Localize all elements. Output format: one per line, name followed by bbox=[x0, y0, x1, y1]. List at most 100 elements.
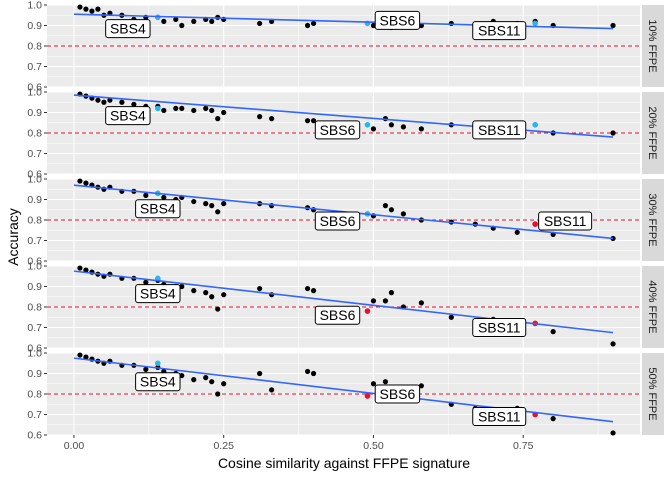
data-point bbox=[370, 381, 377, 387]
label-text: SBS4 bbox=[110, 108, 146, 124]
label-sbs4: SBS4 bbox=[135, 284, 181, 304]
label-sbs6: SBS6 bbox=[314, 211, 361, 231]
data-point bbox=[215, 209, 221, 215]
data-point bbox=[179, 22, 185, 29]
y-tick-label: 0.8 bbox=[27, 389, 42, 401]
y-tick-label: 0.9 bbox=[27, 194, 42, 206]
data-point bbox=[101, 99, 107, 105]
highlight-point-sbs6 bbox=[364, 393, 371, 399]
data-point bbox=[310, 118, 317, 124]
label-sbs11: SBS11 bbox=[472, 120, 527, 140]
y-tick-label: 1.0 bbox=[27, 87, 42, 99]
data-point bbox=[179, 105, 185, 111]
data-point bbox=[203, 375, 209, 381]
data-point bbox=[550, 329, 556, 335]
label-sbs11: SBS11 bbox=[538, 211, 593, 231]
y-tick-label: 0.8 bbox=[27, 302, 42, 314]
data-point bbox=[215, 116, 221, 122]
data-point bbox=[161, 18, 167, 24]
y-tick-label: 0.7 bbox=[27, 235, 42, 247]
data-point bbox=[382, 379, 389, 385]
data-point bbox=[388, 290, 395, 296]
y-tick-label: 0.7 bbox=[27, 322, 42, 334]
label-sbs4: SBS4 bbox=[105, 106, 151, 126]
facet-panel: 0.6 0.7 0.8 0.9 1.0 SBS4 SBS6 SBS11 40% FFPE bbox=[27, 261, 664, 355]
label-text: SBS11 bbox=[478, 409, 521, 425]
data-point bbox=[77, 265, 83, 271]
data-point bbox=[269, 116, 275, 122]
highlight-point-sbs4 bbox=[155, 105, 161, 112]
label-box bbox=[538, 211, 593, 231]
facet-strip-label: 40% FFPE bbox=[646, 280, 658, 333]
facet-strip bbox=[642, 92, 664, 174]
label-text: SBS4 bbox=[110, 21, 146, 37]
data-point bbox=[257, 285, 263, 292]
data-point bbox=[209, 203, 215, 209]
label-box bbox=[314, 211, 361, 231]
data-point bbox=[610, 235, 616, 242]
data-point bbox=[610, 22, 616, 29]
label-box bbox=[105, 106, 151, 126]
x-tick-label: 0.00 bbox=[64, 440, 85, 452]
data-point bbox=[83, 354, 89, 360]
x-tick-label: 0.25 bbox=[213, 440, 234, 452]
label-text: SBS11 bbox=[478, 23, 521, 39]
data-point bbox=[191, 377, 197, 383]
y-tick-label: 0.9 bbox=[27, 368, 42, 380]
facet-panel: 0.6 0.7 0.8 0.9 1.0 SBS4 SBS6 SBS11 30% FFPE bbox=[27, 174, 664, 268]
label-box bbox=[135, 284, 181, 304]
label-sbs4: SBS4 bbox=[105, 19, 151, 39]
label-text: SBS11 bbox=[478, 122, 521, 138]
label-box bbox=[105, 19, 151, 39]
data-point bbox=[131, 101, 137, 107]
data-point bbox=[77, 4, 83, 10]
label-sbs11: SBS11 bbox=[472, 21, 527, 41]
label-sbs6: SBS6 bbox=[374, 384, 421, 404]
data-point bbox=[203, 105, 209, 111]
data-point bbox=[550, 416, 556, 422]
x-tick-label: 0.50 bbox=[363, 440, 384, 452]
facet-strip-label: 20% FFPE bbox=[646, 106, 658, 159]
data-point bbox=[304, 368, 311, 375]
label-box bbox=[314, 120, 361, 140]
label-box bbox=[314, 305, 361, 325]
highlight-point-sbs4 bbox=[155, 360, 161, 367]
data-point bbox=[400, 211, 406, 217]
label-text: SBS6 bbox=[320, 307, 356, 323]
facet-strip-label: 10% FFPE bbox=[646, 19, 658, 72]
data-point bbox=[83, 180, 89, 186]
label-box bbox=[472, 318, 527, 337]
data-point bbox=[95, 97, 101, 103]
label-text: SBS4 bbox=[140, 201, 176, 217]
data-point bbox=[89, 8, 95, 14]
highlight-point-sbs11 bbox=[532, 20, 538, 27]
facet-strip-label: 50% FFPE bbox=[646, 367, 658, 420]
data-point bbox=[203, 290, 209, 296]
label-sbs6: SBS6 bbox=[374, 10, 421, 30]
data-point bbox=[173, 105, 179, 111]
highlight-point-sbs6 bbox=[364, 308, 371, 314]
data-point bbox=[119, 99, 125, 105]
data-point bbox=[161, 107, 167, 114]
facet-panel: 0.6 0.7 0.8 0.9 1.0 SBS4 SBS6 SBS11 20% FFPE bbox=[27, 87, 664, 181]
data-point bbox=[610, 130, 616, 136]
y-tick-label: 0.8 bbox=[27, 215, 42, 227]
facet-panel: 0.6 0.7 0.8 0.9 1.0 SBS4 SBS6 SBS11 10% FFPE bbox=[27, 0, 664, 94]
label-text: SBS11 bbox=[544, 213, 587, 229]
data-point bbox=[191, 18, 197, 24]
data-point bbox=[304, 118, 311, 124]
data-point bbox=[418, 126, 424, 132]
data-point bbox=[382, 298, 389, 304]
label-box bbox=[472, 21, 527, 41]
y-axis-label: Accuracy bbox=[5, 208, 21, 266]
data-point bbox=[209, 294, 215, 300]
x-tick-label: 0.75 bbox=[513, 440, 534, 452]
data-point bbox=[209, 107, 215, 114]
y-tick-label: 1.0 bbox=[27, 0, 42, 12]
data-point bbox=[370, 126, 377, 132]
y-tick-label: 0.8 bbox=[27, 128, 42, 140]
data-point bbox=[191, 198, 197, 205]
data-point bbox=[77, 352, 83, 358]
data-point bbox=[310, 20, 317, 27]
y-tick-label: 0.8 bbox=[27, 41, 42, 53]
